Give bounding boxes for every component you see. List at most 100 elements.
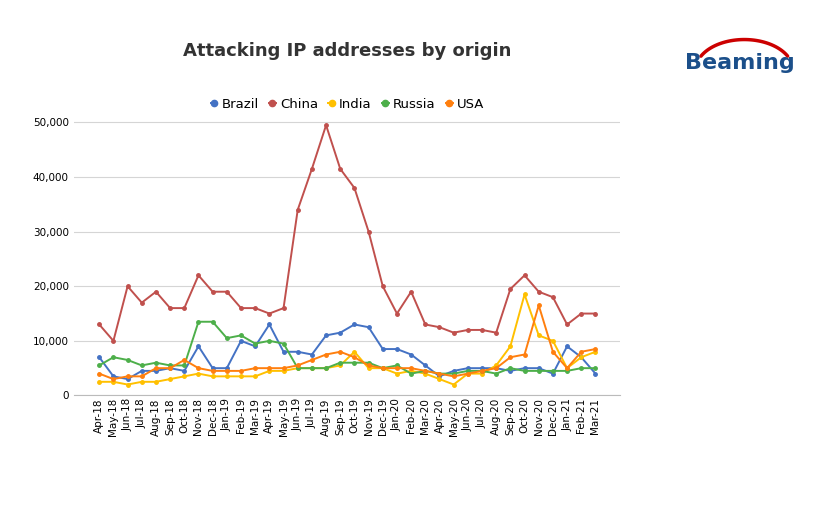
Brazil <box>477 365 487 371</box>
China <box>533 288 543 295</box>
India <box>505 343 515 349</box>
India <box>108 379 118 385</box>
China <box>222 288 232 295</box>
Line: India: India <box>98 293 597 386</box>
China <box>364 229 374 235</box>
USA <box>251 365 261 371</box>
China <box>293 207 303 213</box>
India <box>406 368 416 374</box>
India <box>94 379 104 385</box>
USA <box>165 365 175 371</box>
Line: Brazil: Brazil <box>98 323 597 381</box>
USA <box>505 354 515 360</box>
USA <box>179 357 189 363</box>
China <box>491 330 501 336</box>
India <box>378 365 388 371</box>
Russia <box>279 341 289 347</box>
Legend: Brazil, China, India, Russia, USA: Brazil, China, India, Russia, USA <box>206 93 489 116</box>
Brazil <box>491 365 501 371</box>
USA <box>293 363 303 369</box>
USA <box>562 365 572 371</box>
Brazil <box>378 346 388 352</box>
India <box>590 349 600 355</box>
China <box>392 310 402 316</box>
Russia <box>108 354 118 360</box>
Russia <box>449 371 459 377</box>
China <box>335 166 345 172</box>
India <box>279 368 289 374</box>
China <box>136 300 146 306</box>
Russia <box>364 359 374 366</box>
Russia <box>378 365 388 371</box>
Russia <box>420 368 430 374</box>
Brazil <box>463 365 473 371</box>
Russia <box>179 363 189 369</box>
Brazil <box>236 338 246 344</box>
Russia <box>136 363 146 369</box>
Russia <box>208 319 218 325</box>
India <box>321 365 331 371</box>
China <box>265 310 275 316</box>
China <box>378 283 388 289</box>
China <box>576 310 586 316</box>
India <box>576 354 586 360</box>
India <box>236 373 246 379</box>
China <box>463 327 473 333</box>
India <box>420 371 430 377</box>
Russia <box>151 359 161 366</box>
China <box>279 305 289 311</box>
Brazil <box>136 368 146 374</box>
USA <box>477 368 487 374</box>
India <box>307 365 317 371</box>
Russia <box>406 371 416 377</box>
Russia <box>165 363 175 369</box>
China <box>420 321 430 328</box>
China <box>122 283 132 289</box>
Brazil <box>434 373 444 379</box>
Brazil <box>548 371 558 377</box>
India <box>179 373 189 379</box>
Brazil <box>293 349 303 355</box>
Brazil <box>335 330 345 336</box>
China <box>548 294 558 300</box>
China <box>251 305 261 311</box>
India <box>136 379 146 385</box>
Line: China: China <box>98 123 597 343</box>
Brazil <box>321 333 331 339</box>
Brazil <box>265 321 275 328</box>
USA <box>548 349 558 355</box>
USA <box>434 371 444 377</box>
Brazil <box>279 349 289 355</box>
Brazil <box>222 365 232 371</box>
China <box>434 324 444 330</box>
India <box>251 373 261 379</box>
Russia <box>265 338 275 344</box>
Brazil <box>208 365 218 371</box>
USA <box>151 365 161 371</box>
China <box>179 305 189 311</box>
USA <box>491 365 501 371</box>
Brazil <box>420 363 430 369</box>
USA <box>519 351 529 357</box>
India <box>165 376 175 382</box>
India <box>122 381 132 387</box>
Russia <box>122 357 132 363</box>
Brazil <box>576 354 586 360</box>
USA <box>590 346 600 352</box>
Brazil <box>165 365 175 371</box>
India <box>350 349 360 355</box>
India <box>208 373 218 379</box>
Russia <box>350 359 360 366</box>
India <box>194 371 203 377</box>
China <box>108 338 118 344</box>
Russia <box>548 368 558 374</box>
China <box>505 286 515 292</box>
USA <box>236 368 246 374</box>
USA <box>576 349 586 355</box>
Russia <box>94 363 104 369</box>
Brazil <box>406 351 416 357</box>
USA <box>406 365 416 371</box>
USA <box>533 302 543 308</box>
India <box>151 379 161 385</box>
Russia <box>491 371 501 377</box>
